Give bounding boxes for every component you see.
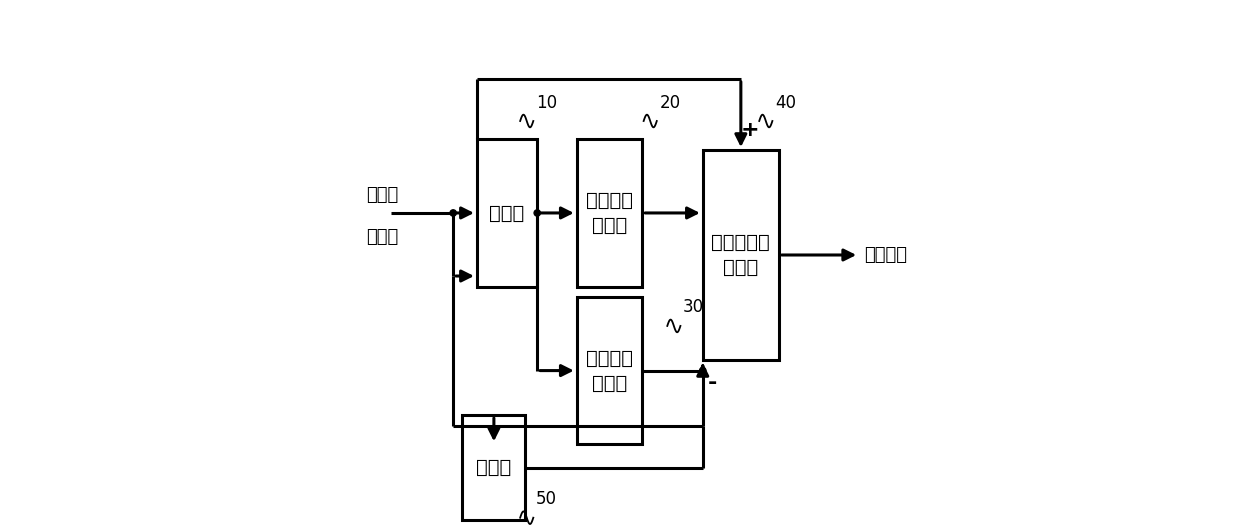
Text: 积分器: 积分器	[476, 458, 512, 477]
Circle shape	[534, 210, 541, 216]
Text: 30: 30	[683, 298, 704, 316]
Text: +: +	[742, 121, 760, 140]
Text: 40: 40	[775, 93, 796, 112]
Text: 20: 20	[660, 93, 681, 112]
Text: 入信号: 入信号	[366, 228, 398, 246]
Text: 第一脉宽
调制器: 第一脉宽 调制器	[587, 191, 632, 235]
Circle shape	[450, 210, 456, 216]
Text: 双回路延迟
锁相环: 双回路延迟 锁相环	[712, 233, 770, 277]
Text: 初始输: 初始输	[366, 185, 398, 203]
Bar	[577, 140, 642, 287]
Bar	[463, 415, 526, 520]
Text: 锁相环: 锁相环	[490, 203, 525, 222]
Text: 第二脉宽
调制器: 第二脉宽 调制器	[587, 348, 632, 392]
Bar	[577, 297, 642, 444]
Text: 10: 10	[536, 93, 557, 112]
Text: 50: 50	[536, 490, 557, 508]
Text: 输出信号: 输出信号	[864, 246, 908, 264]
Bar	[703, 150, 779, 360]
Bar	[477, 140, 537, 287]
Text: -: -	[708, 373, 717, 393]
Circle shape	[699, 367, 706, 374]
